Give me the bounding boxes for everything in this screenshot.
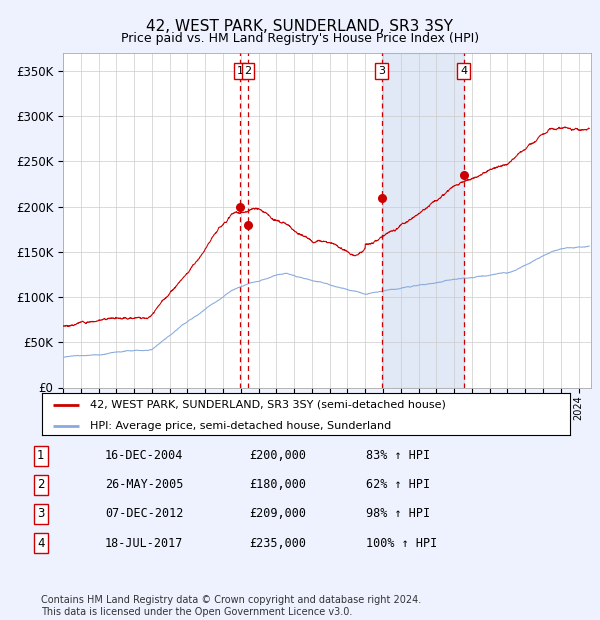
Text: 2: 2 [244,66,251,76]
Text: £200,000: £200,000 [249,450,306,462]
Bar [382,53,464,388]
Text: 98% ↑ HPI: 98% ↑ HPI [366,508,430,520]
Text: £180,000: £180,000 [249,479,306,491]
Text: 3: 3 [378,66,385,76]
Text: 100% ↑ HPI: 100% ↑ HPI [366,537,437,549]
Text: 3: 3 [37,508,44,520]
Text: HPI: Average price, semi-detached house, Sunderland: HPI: Average price, semi-detached house,… [89,421,391,431]
Text: Contains HM Land Registry data © Crown copyright and database right 2024.
This d: Contains HM Land Registry data © Crown c… [41,595,421,617]
Text: £235,000: £235,000 [249,537,306,549]
Text: 2: 2 [37,479,44,491]
Text: £209,000: £209,000 [249,508,306,520]
Text: Price paid vs. HM Land Registry's House Price Index (HPI): Price paid vs. HM Land Registry's House … [121,32,479,45]
Text: 62% ↑ HPI: 62% ↑ HPI [366,479,430,491]
Text: 1: 1 [37,450,44,462]
Text: 26-MAY-2005: 26-MAY-2005 [105,479,184,491]
Text: 07-DEC-2012: 07-DEC-2012 [105,508,184,520]
Text: 4: 4 [460,66,467,76]
Text: 42, WEST PARK, SUNDERLAND, SR3 3SY: 42, WEST PARK, SUNDERLAND, SR3 3SY [146,19,454,33]
Text: 16-DEC-2004: 16-DEC-2004 [105,450,184,462]
Text: 83% ↑ HPI: 83% ↑ HPI [366,450,430,462]
Text: 18-JUL-2017: 18-JUL-2017 [105,537,184,549]
Text: 42, WEST PARK, SUNDERLAND, SR3 3SY (semi-detached house): 42, WEST PARK, SUNDERLAND, SR3 3SY (semi… [89,400,445,410]
Text: 1: 1 [236,66,244,76]
Text: 4: 4 [37,537,44,549]
